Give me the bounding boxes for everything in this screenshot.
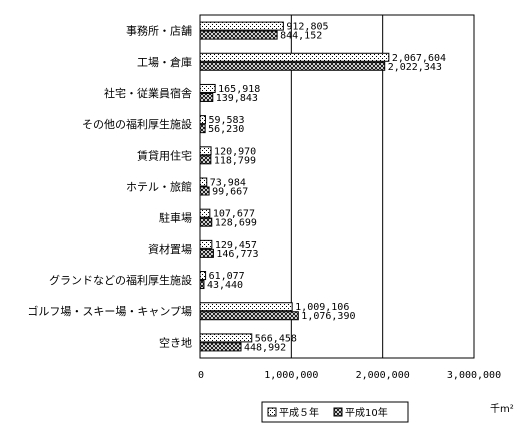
x-tick-label: 3,000,000 (447, 370, 501, 381)
bar-h10 (199, 124, 206, 134)
value-label-h5: 59,583 (208, 115, 244, 126)
legend-swatch (333, 407, 343, 417)
legend-label: 平成10年 (345, 406, 388, 419)
bar-h5 (199, 333, 253, 343)
value-label-h5: 120,970 (214, 146, 256, 157)
value-label-h10: 139,843 (216, 93, 258, 104)
value-label-h10: 43,440 (207, 280, 243, 291)
bar-h5 (199, 52, 390, 62)
value-label-h10: 1,076,390 (301, 311, 355, 322)
category-label: ホテル・旅館 (126, 180, 192, 194)
bar-h5 (199, 271, 207, 281)
category-label: 事務所・店舗 (126, 24, 192, 38)
bar-h10 (199, 217, 213, 227)
value-label-h10: 99,667 (212, 187, 248, 198)
value-label-h5: 912,805 (286, 22, 328, 33)
bar-h10 (199, 248, 214, 258)
bar-h10 (199, 155, 212, 165)
bar-h5 (199, 21, 284, 31)
value-label-h5: 107,677 (213, 209, 255, 220)
category-label: その他の福利厚生施設 (82, 117, 192, 131)
bar-h10 (199, 61, 386, 71)
bar-h5 (199, 115, 206, 125)
bar-h10 (199, 311, 299, 321)
category-label: 駐車場 (159, 211, 192, 225)
value-label-h10: 448,992 (244, 342, 286, 353)
category-label: グランドなどの福利厚生施設 (49, 273, 192, 287)
bar-h10 (199, 92, 214, 102)
bar-h5 (199, 146, 212, 156)
category-label: 資材置場 (148, 242, 192, 256)
category-label: 社宅・従業員宿舎 (104, 86, 192, 100)
legend-label: 平成５年 (279, 406, 319, 419)
value-label-h5: 566,458 (255, 333, 297, 344)
bar-h10 (199, 30, 278, 40)
bar-h5 (199, 208, 211, 218)
x-tick-label: 1,000,000 (264, 370, 318, 381)
value-label-h10: 146,773 (216, 249, 258, 260)
value-label-h5: 1,009,106 (295, 302, 349, 313)
bar-h10 (199, 280, 205, 290)
value-label-h10: 844,152 (280, 31, 322, 42)
value-label-h5: 129,457 (215, 240, 257, 251)
value-label-h5: 165,918 (218, 84, 260, 95)
value-label-h10: 128,699 (215, 218, 257, 229)
bar-h10 (199, 186, 210, 196)
category-label: 賃貸用住宅 (137, 148, 192, 162)
category-label: ゴルフ場・スキー場・キャンプ場 (27, 304, 192, 318)
bar-h5 (199, 177, 208, 187)
x-tick-label: 0 (198, 370, 204, 381)
bar-h5 (199, 83, 216, 93)
bar-h5 (199, 239, 213, 249)
value-label-h10: 118,799 (214, 155, 256, 166)
bar-h10 (199, 342, 242, 352)
bar-h5 (199, 302, 293, 312)
legend-swatch (267, 407, 277, 417)
value-label-h5: 2,067,604 (392, 53, 446, 64)
legend: 平成５年 平成10年 (261, 401, 409, 423)
value-label-h5: 73,984 (210, 178, 246, 189)
value-label-h10: 2,022,343 (388, 62, 442, 73)
category-label: 工場・倉庫 (137, 55, 192, 69)
category-label: 空き地 (159, 335, 192, 349)
plot-area: 0 1,000,000 2,000,000 3,000,000 千m² 事務所・店舗 912… (27, 14, 514, 415)
value-label-h10: 56,230 (208, 124, 244, 135)
value-label-h5: 61,077 (209, 271, 245, 282)
x-tick-label: 2,000,000 (356, 370, 410, 381)
unit-label: 千m² (490, 403, 514, 415)
